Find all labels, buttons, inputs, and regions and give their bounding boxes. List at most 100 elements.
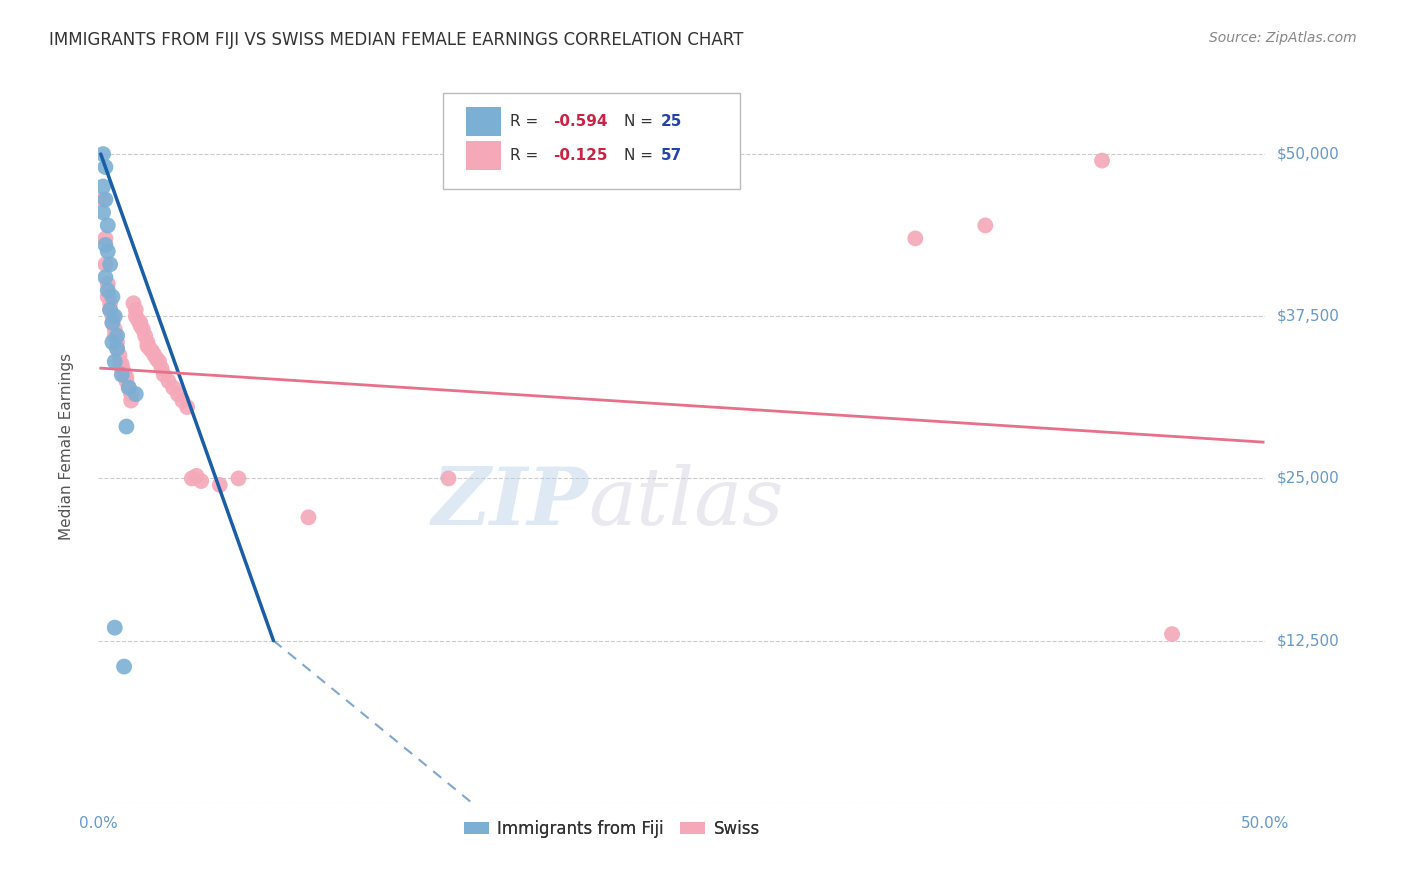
Point: [105, 328, 128, 343]
Point: [129, 318, 152, 333]
Point: [104, 621, 127, 635]
Point: [152, 368, 174, 382]
Legend: Immigrants from Fiji, Swiss: Immigrants from Fiji, Swiss: [457, 814, 766, 845]
Point: [97, 290, 120, 304]
Point: [104, 310, 127, 324]
Point: [94, 231, 117, 245]
Point: [115, 370, 138, 384]
Point: [122, 296, 145, 310]
Point: [94, 257, 117, 271]
Point: [104, 322, 127, 336]
Point: [105, 342, 128, 356]
Point: [1091, 153, 1114, 168]
Point: [157, 374, 180, 388]
Point: [98, 302, 121, 317]
Point: [162, 381, 184, 395]
Point: [98, 257, 121, 271]
Point: [108, 354, 131, 368]
Point: [111, 361, 134, 376]
Point: [91, 193, 114, 207]
Point: [97, 219, 120, 233]
Point: [112, 659, 135, 673]
Text: $37,500: $37,500: [1277, 309, 1340, 324]
Point: [125, 302, 148, 317]
Point: [104, 328, 127, 343]
Point: [120, 393, 142, 408]
Point: [97, 283, 120, 297]
Text: R =: R =: [510, 148, 538, 163]
Point: [148, 354, 170, 368]
Point: [134, 328, 156, 343]
Point: [94, 270, 117, 285]
Point: [125, 387, 148, 401]
Text: Source: ZipAtlas.com: Source: ZipAtlas.com: [1209, 31, 1357, 45]
Text: $12,500: $12,500: [1277, 633, 1340, 648]
FancyBboxPatch shape: [465, 107, 501, 136]
Point: [118, 381, 141, 395]
Point: [132, 322, 155, 336]
Point: [101, 316, 124, 330]
Text: R =: R =: [510, 114, 538, 128]
Point: [1161, 627, 1184, 641]
Point: [141, 344, 163, 359]
Point: [143, 348, 166, 362]
Text: N =: N =: [623, 148, 652, 163]
Point: [150, 361, 173, 376]
Text: -0.594: -0.594: [554, 114, 607, 128]
Point: [136, 339, 159, 353]
Text: 57: 57: [661, 148, 682, 163]
FancyBboxPatch shape: [465, 141, 501, 169]
Text: N =: N =: [623, 114, 652, 128]
Text: -0.125: -0.125: [554, 148, 607, 163]
Text: $25,000: $25,000: [1277, 471, 1340, 486]
Point: [105, 335, 128, 350]
Point: [125, 310, 148, 324]
Point: [228, 471, 250, 485]
Point: [190, 474, 212, 488]
Point: [297, 510, 319, 524]
Point: [974, 219, 997, 233]
Point: [146, 352, 169, 367]
Point: [101, 316, 124, 330]
Point: [127, 313, 149, 327]
FancyBboxPatch shape: [443, 93, 741, 189]
Point: [180, 471, 202, 485]
Point: [98, 302, 121, 317]
Point: [108, 348, 131, 362]
Point: [101, 335, 124, 350]
Point: [101, 310, 124, 324]
Point: [112, 365, 135, 379]
Point: [104, 354, 127, 368]
Point: [118, 381, 141, 395]
Point: [91, 205, 114, 219]
Text: 25: 25: [661, 114, 682, 128]
Text: ZIP: ZIP: [432, 465, 589, 541]
Point: [166, 387, 188, 401]
Point: [91, 147, 114, 161]
Text: IMMIGRANTS FROM FIJI VS SWISS MEDIAN FEMALE EARNINGS CORRELATION CHART: IMMIGRANTS FROM FIJI VS SWISS MEDIAN FEM…: [49, 31, 744, 49]
Text: atlas: atlas: [589, 465, 785, 541]
Point: [904, 231, 927, 245]
Point: [129, 316, 152, 330]
Point: [98, 296, 121, 310]
Point: [120, 387, 142, 401]
Point: [91, 179, 114, 194]
Point: [136, 335, 159, 350]
Point: [94, 238, 117, 252]
Point: [172, 393, 194, 408]
Point: [97, 244, 120, 259]
Text: $50,000: $50,000: [1277, 146, 1340, 161]
Point: [176, 400, 198, 414]
Point: [186, 468, 208, 483]
Point: [115, 374, 138, 388]
Point: [139, 342, 162, 356]
Point: [94, 160, 117, 174]
Y-axis label: Median Female Earnings: Median Female Earnings: [59, 352, 75, 540]
Point: [208, 478, 231, 492]
Point: [94, 193, 117, 207]
Point: [112, 368, 135, 382]
Point: [115, 419, 138, 434]
Point: [105, 342, 128, 356]
Point: [111, 357, 134, 371]
Point: [437, 471, 460, 485]
